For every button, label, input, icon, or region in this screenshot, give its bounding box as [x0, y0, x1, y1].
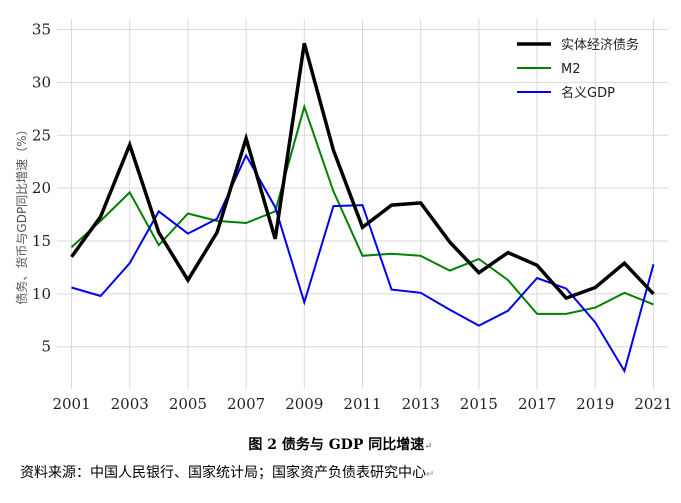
x-tick-label: 2001 [52, 395, 90, 413]
x-tick-label: 2005 [169, 395, 207, 413]
y-tick-label: 20 [32, 179, 51, 197]
x-tick-label: 2015 [460, 395, 498, 413]
x-tick-label: 2013 [402, 395, 440, 413]
legend: 实体经济债务 M2 名义GDP [517, 37, 639, 101]
y-tick-label: 35 [32, 21, 51, 39]
caption-text: 图 2 债务与 GDP 同比增速 [248, 437, 425, 453]
x-tick-label: 2017 [518, 395, 556, 413]
source-note: 资料来源：中国人民银行、国家统计局；国家资产负债表研究中心↵ [20, 462, 434, 482]
x-tick-label: 2019 [576, 395, 614, 413]
legend-label: 实体经济债务 [561, 37, 639, 53]
series-lines [70, 42, 655, 374]
x-tick-labels: 2001 2003 2005 2007 2009 2011 2013 2015 2017 2019… [52, 395, 672, 413]
legend-label: 名义GDP [561, 85, 615, 101]
y-tick-label: 30 [32, 73, 51, 91]
paragraph-mark: ↵ [426, 469, 435, 480]
x-tick-label: 2003 [111, 395, 149, 413]
figure-caption: 图 2 债务与 GDP 同比增速↵ [0, 434, 681, 454]
y-tick-label: 15 [32, 232, 51, 250]
legend-label: M2 [561, 62, 581, 77]
paragraph-mark: ↵ [424, 441, 433, 452]
grid-lines [57, 19, 668, 389]
series-line-1 [70, 103, 654, 315]
series-line-0 [70, 42, 655, 301]
y-tick-label: 25 [32, 126, 51, 144]
y-tick-label: 10 [32, 285, 51, 303]
x-tick-label: 2007 [227, 395, 265, 413]
x-tick-label: 2011 [343, 395, 381, 413]
y-tick-label: 5 [41, 338, 51, 356]
x-tick-label: 2021 [634, 395, 672, 413]
x-tick-label: 2009 [285, 395, 323, 413]
y-axis-label: 债务、货币与GDP同比增速（%） [14, 123, 29, 304]
source-text: 资料来源：中国人民银行、国家统计局；国家资产负债表研究中心 [20, 465, 426, 481]
y-tick-labels: 5 10 15 20 25 30 35 [32, 21, 51, 356]
